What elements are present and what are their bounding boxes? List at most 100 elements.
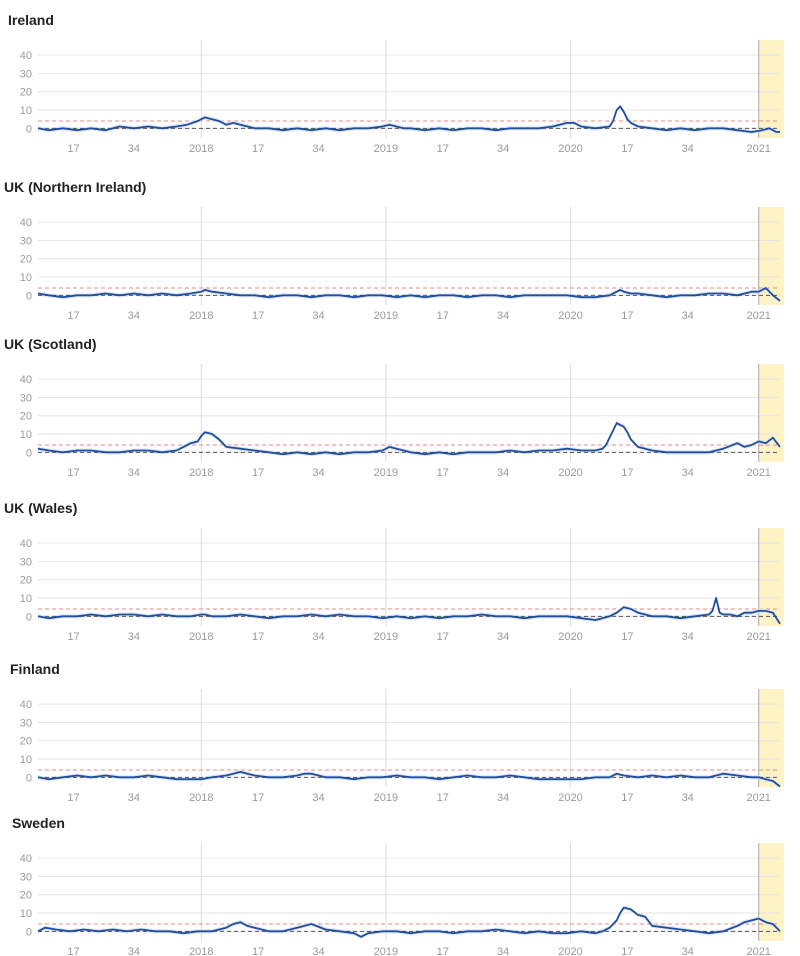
- panel-title: UK (Wales): [4, 500, 78, 516]
- x-tick-label: 34: [682, 946, 694, 956]
- series-line: [37, 906, 781, 938]
- x-tick-label: 34: [128, 467, 140, 479]
- x-tick-label: 2019: [374, 310, 398, 322]
- panel-title: UK (Scotland): [4, 336, 97, 352]
- x-tick-label: 2021: [746, 792, 770, 804]
- x-tick-label: 34: [312, 143, 324, 155]
- y-tick-label: 0: [26, 123, 32, 135]
- x-tick-label: 2018: [189, 792, 213, 804]
- x-tick-label: 2020: [558, 143, 582, 155]
- panel-title: Ireland: [8, 12, 54, 28]
- line-chart: 0 10 20 30 40 17 34 2018 17 34 2019 17 34 2020 17 34 202…: [20, 40, 784, 155]
- x-tick-label: 17: [252, 792, 264, 804]
- x-tick-label: 34: [497, 143, 509, 155]
- x-tick-label: 17: [67, 792, 79, 804]
- y-tick-label: 30: [20, 235, 32, 247]
- x-tick-label: 17: [621, 310, 633, 322]
- y-tick-label: 20: [20, 736, 32, 748]
- y-tick-label: 0: [26, 611, 32, 623]
- chart-panel: UK (Scotland) 0 10 20 30 40 17 34 2018 17 34 2019 17…: [0, 334, 800, 479]
- y-tick-label: 20: [20, 87, 32, 99]
- y-tick-label: 30: [20, 68, 32, 80]
- x-tick-label: 34: [128, 946, 140, 956]
- current-period-highlight: [758, 689, 784, 787]
- x-tick-label: 2021: [746, 143, 770, 155]
- x-tick-label: 17: [437, 792, 449, 804]
- series-line: [37, 597, 781, 625]
- x-tick-label: 34: [497, 946, 509, 956]
- y-tick-label: 30: [20, 871, 32, 883]
- x-tick-label: 2021: [746, 310, 770, 322]
- line-chart: 0 10 20 30 40 17 34 2018 17 34 2019 17 34 2020 17 34 202…: [20, 843, 784, 956]
- x-tick-label: 17: [252, 631, 264, 643]
- y-tick-label: 0: [26, 447, 32, 459]
- y-tick-label: 40: [20, 699, 32, 711]
- y-tick-label: 40: [20, 50, 32, 62]
- x-tick-label: 34: [128, 631, 140, 643]
- y-tick-label: 10: [20, 272, 32, 284]
- x-tick-label: 2021: [746, 631, 770, 643]
- x-tick-label: 34: [497, 310, 509, 322]
- x-tick-label: 17: [252, 310, 264, 322]
- x-tick-label: 2020: [558, 467, 582, 479]
- x-tick-label: 2020: [558, 946, 582, 956]
- series-line: [37, 422, 781, 456]
- x-tick-label: 2018: [189, 467, 213, 479]
- x-tick-label: 34: [682, 467, 694, 479]
- y-tick-label: 10: [20, 593, 32, 605]
- y-tick-label: 20: [20, 411, 32, 423]
- x-tick-label: 2019: [374, 467, 398, 479]
- x-tick-label: 2019: [374, 631, 398, 643]
- y-tick-label: 20: [20, 575, 32, 587]
- x-tick-label: 34: [312, 467, 324, 479]
- confidence-band: [38, 104, 780, 135]
- y-tick-label: 30: [20, 556, 32, 568]
- x-tick-label: 34: [128, 143, 140, 155]
- x-tick-label: 34: [128, 310, 140, 322]
- y-tick-label: 30: [20, 717, 32, 729]
- chart-panel: Sweden 0 10 20 30 40 17 34 2018 17 34 2019 17 34 2020 1…: [0, 813, 800, 956]
- x-tick-label: 2020: [558, 631, 582, 643]
- x-tick-label: 2018: [189, 310, 213, 322]
- x-tick-label: 2021: [746, 946, 770, 956]
- y-tick-label: 30: [20, 392, 32, 404]
- chart-panel: Ireland 0 10 20 30 40 17 34 2018 17 34 2019 17 34 2020…: [0, 10, 800, 155]
- x-tick-label: 34: [312, 631, 324, 643]
- y-tick-label: 10: [20, 908, 32, 920]
- x-tick-label: 17: [252, 143, 264, 155]
- confidence-band: [38, 595, 780, 626]
- chart-panel: Finland 0 10 20 30 40 17 34 2018 17 34 2019 17 34 2020…: [0, 659, 800, 804]
- chart-panel: UK (Wales) 0 10 20 30 40 17 34 2018 17 34 2019 17 34 2…: [0, 498, 800, 643]
- series-line: [37, 771, 781, 788]
- y-tick-label: 0: [26, 926, 32, 938]
- x-tick-label: 17: [67, 631, 79, 643]
- x-tick-label: 34: [312, 792, 324, 804]
- y-tick-label: 10: [20, 429, 32, 441]
- x-tick-label: 17: [252, 946, 264, 956]
- x-tick-label: 17: [437, 467, 449, 479]
- panel-title: Sweden: [12, 815, 65, 831]
- current-period-highlight: [758, 40, 784, 138]
- x-tick-label: 34: [682, 143, 694, 155]
- confidence-band: [38, 769, 780, 789]
- y-tick-label: 40: [20, 374, 32, 386]
- y-tick-label: 0: [26, 772, 32, 784]
- x-tick-label: 2018: [189, 631, 213, 643]
- series-line: [37, 105, 780, 133]
- y-tick-label: 20: [20, 890, 32, 902]
- x-tick-label: 2019: [374, 946, 398, 956]
- x-tick-label: 2018: [189, 143, 213, 155]
- x-tick-label: 34: [682, 631, 694, 643]
- x-tick-label: 17: [437, 310, 449, 322]
- y-tick-label: 40: [20, 217, 32, 229]
- x-tick-label: 34: [497, 467, 509, 479]
- x-tick-label: 34: [128, 792, 140, 804]
- x-tick-label: 2020: [558, 310, 582, 322]
- x-tick-label: 34: [497, 792, 509, 804]
- x-tick-label: 17: [67, 143, 79, 155]
- x-tick-label: 2021: [746, 467, 770, 479]
- x-tick-label: 17: [67, 946, 79, 956]
- x-tick-label: 17: [621, 631, 633, 643]
- x-tick-label: 34: [497, 631, 509, 643]
- x-tick-label: 2019: [374, 143, 398, 155]
